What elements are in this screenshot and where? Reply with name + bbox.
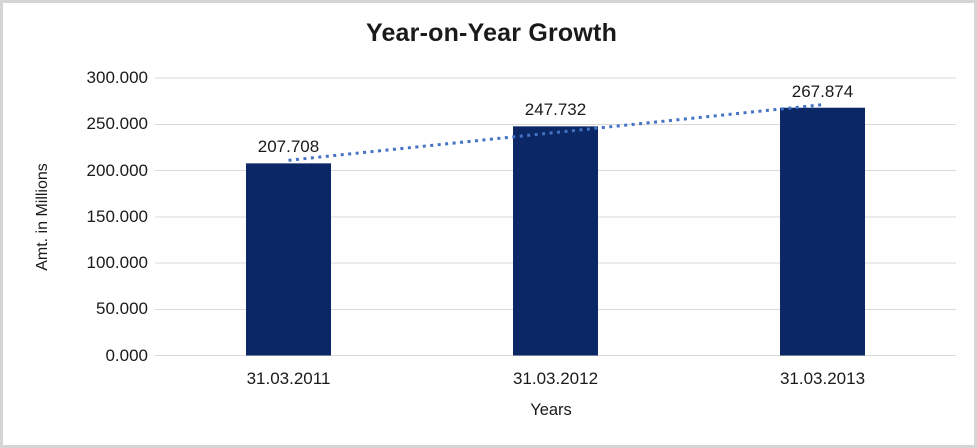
bar-31.03.2011 bbox=[246, 163, 331, 356]
plot-area bbox=[155, 77, 956, 356]
ytick-label-150.000: 150.000 bbox=[86, 206, 148, 226]
chart-title: Year-on-Year Growth bbox=[365, 19, 618, 47]
x-axis-title: Years bbox=[530, 401, 572, 419]
ytick-label-300.000: 300.000 bbox=[86, 68, 148, 87]
value-label-207.708: 207.708 bbox=[257, 137, 320, 157]
bar-31.03.2012 bbox=[513, 126, 598, 356]
value-label-247.732: 247.732 bbox=[524, 100, 587, 120]
xtick-label-31.03.2011: 31.03.2011 bbox=[246, 369, 331, 388]
xtick-label-31.03.2012: 31.03.2012 bbox=[512, 369, 599, 388]
ytick-label-200.000: 200.000 bbox=[86, 160, 148, 180]
bar-31.03.2013 bbox=[780, 107, 865, 356]
ytick-label-250.000: 250.000 bbox=[86, 114, 148, 134]
value-label-267.874: 267.874 bbox=[791, 81, 854, 101]
ytick-label-100.000: 100.000 bbox=[86, 253, 148, 272]
ytick-label-0.000: 0.000 bbox=[105, 345, 148, 365]
xtick-label-31.03.2013: 31.03.2013 bbox=[779, 369, 866, 388]
ytick-label-50.000: 50.000 bbox=[96, 299, 148, 319]
